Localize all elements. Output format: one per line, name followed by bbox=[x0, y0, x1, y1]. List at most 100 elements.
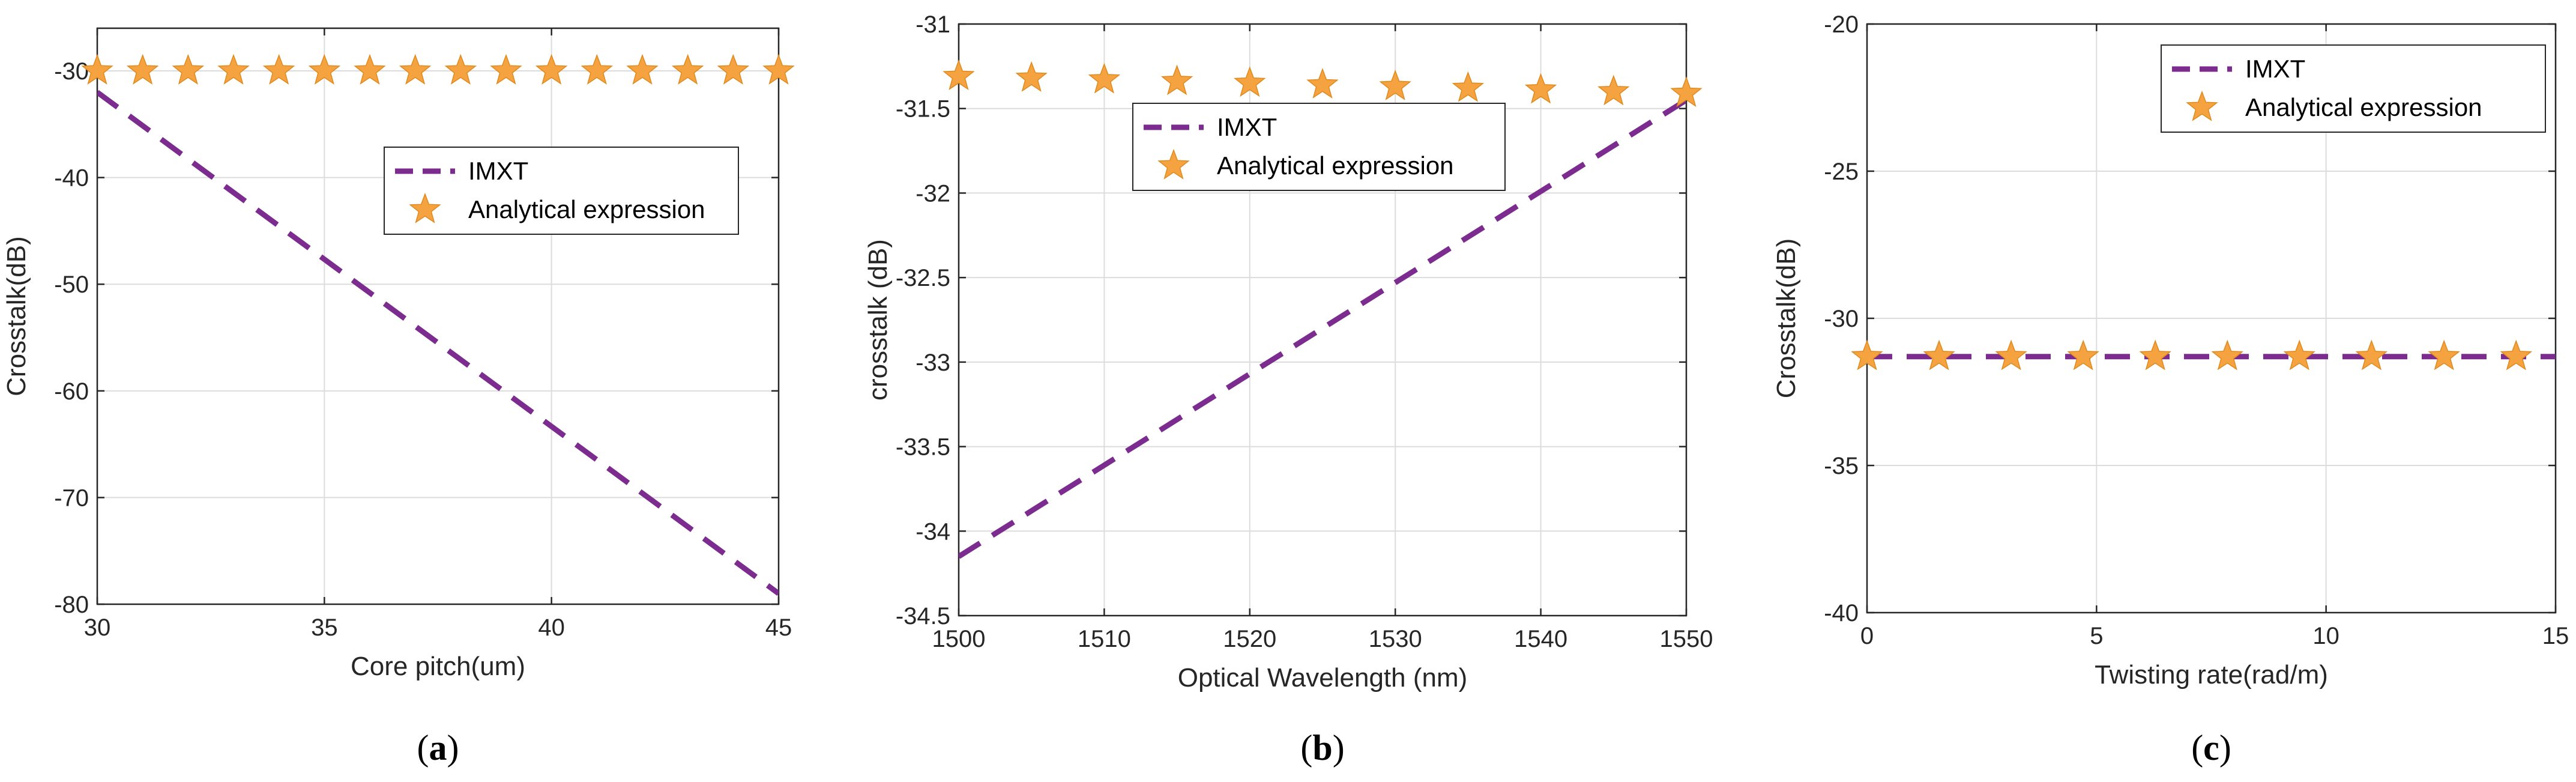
y-axis-label: crosstalk (dB) bbox=[863, 239, 893, 401]
legend-box bbox=[1132, 103, 1506, 191]
legend: IMXT Analytical expression bbox=[1132, 103, 1506, 191]
analytical-star-point bbox=[581, 53, 614, 85]
panel-label: (c) bbox=[2191, 728, 2231, 768]
legend-imxt-label: IMXT bbox=[468, 157, 528, 185]
analytical-star-point bbox=[717, 53, 750, 85]
x-tick-label: 1510 bbox=[1078, 626, 1131, 652]
y-tick-label: -40 bbox=[54, 165, 89, 192]
panel-a: 30 35 40 45 -80 -70 -60 -50 -40 -30 Core pitch(um)… bbox=[2, 27, 795, 768]
legend-analytical-swatch bbox=[409, 192, 441, 223]
y-tick-label: -32.5 bbox=[896, 265, 950, 291]
x-tick-label: 15 bbox=[2542, 623, 2569, 649]
analytical-star-point bbox=[172, 53, 205, 85]
analytical-star-point bbox=[2355, 339, 2388, 371]
axes-frame bbox=[958, 23, 1688, 617]
analytical-star-point bbox=[1851, 339, 1883, 371]
x-tick-label: 1520 bbox=[1223, 626, 1276, 652]
analytical-star-point bbox=[2067, 339, 2099, 371]
x-tick-label: 1550 bbox=[1660, 626, 1713, 652]
analytical-star-point bbox=[1160, 64, 1193, 95]
y-tick-label: -32 bbox=[915, 180, 950, 207]
x-axis-label: Core pitch(um) bbox=[351, 652, 525, 681]
y-tick-label: -31 bbox=[915, 11, 950, 38]
analytical-star-point bbox=[217, 53, 250, 85]
analytical-star-point bbox=[671, 53, 704, 85]
analytical-star-point bbox=[626, 53, 659, 85]
analytical-star-point bbox=[2139, 339, 2171, 371]
y-tick-label: -30 bbox=[54, 58, 89, 85]
analytical-star-point bbox=[354, 53, 386, 85]
y-tick-label: -35 bbox=[1824, 453, 1859, 479]
imxt-series-line bbox=[959, 97, 1686, 559]
y-tick-label: -33.5 bbox=[896, 434, 950, 461]
legend-imxt-label: IMXT bbox=[2245, 55, 2305, 83]
x-tick-label: 30 bbox=[84, 614, 111, 641]
x-tick-label: 45 bbox=[765, 614, 792, 641]
analytical-star-point bbox=[1524, 73, 1557, 104]
y-tick-label: -40 bbox=[1824, 600, 1859, 626]
analytical-star-point bbox=[308, 53, 341, 85]
y-tick-label: -20 bbox=[1824, 11, 1859, 38]
plot-area bbox=[97, 28, 779, 604]
x-axis-label: Optical Wavelength (nm) bbox=[1178, 663, 1468, 693]
y-tick-label: -25 bbox=[1824, 159, 1859, 185]
analytical-star-point bbox=[490, 53, 522, 85]
legend-box bbox=[2161, 44, 2546, 133]
analytical-star-point bbox=[762, 53, 795, 85]
analytical-star-point bbox=[2500, 339, 2533, 371]
analytical-star-point bbox=[126, 53, 159, 85]
x-tick-label: 10 bbox=[2312, 623, 2339, 649]
y-tick-label: -80 bbox=[54, 592, 89, 618]
legend-imxt-label: IMXT bbox=[1217, 113, 1277, 141]
axes-frame bbox=[96, 27, 780, 605]
y-tick-label: -50 bbox=[54, 271, 89, 298]
x-tick-label: 1540 bbox=[1514, 626, 1567, 652]
y-axis-label: Crosstalk(dB) bbox=[1772, 238, 1801, 399]
x-tick-label: 1500 bbox=[932, 626, 986, 652]
panel-label: (b) bbox=[1300, 728, 1344, 768]
analytical-star-point bbox=[1995, 339, 2027, 371]
analytical-star-point bbox=[2428, 339, 2460, 371]
legend-analytical-swatch bbox=[2186, 90, 2218, 121]
x-tick-label: 1530 bbox=[1369, 626, 1422, 652]
legend-analytical-label: Analytical expression bbox=[468, 195, 705, 223]
analytical-star-point bbox=[262, 53, 295, 85]
legend-box bbox=[384, 147, 739, 235]
analytical-star-point bbox=[2283, 339, 2316, 371]
analytical-star-point bbox=[444, 53, 477, 85]
legend: IMXT Analytical expression bbox=[384, 147, 739, 235]
analytical-star-point bbox=[1379, 69, 1411, 100]
legend-analytical-label: Analytical expression bbox=[2245, 93, 2482, 121]
x-tick-label: 40 bbox=[538, 614, 565, 641]
x-tick-label: 5 bbox=[2090, 623, 2103, 649]
y-tick-label: -31.5 bbox=[896, 96, 950, 123]
panel-c: 0 5 10 15 -40 -35 -30 -25 -20 Twisting rate(rad/m… bbox=[1772, 11, 2569, 768]
analytical-star-point bbox=[1015, 61, 1048, 92]
y-axis-label: Crosstalk(dB) bbox=[2, 236, 31, 396]
legend-analytical-swatch bbox=[1157, 148, 1190, 180]
analytical-star-point bbox=[2211, 339, 2244, 371]
panel-b: 1500 1510 1520 1530 1540 1550 -34.5 -34 -33.5 -33… bbox=[863, 11, 1713, 768]
imxt-series-line bbox=[97, 89, 779, 596]
analytical-star-point bbox=[399, 53, 432, 85]
x-axis-label: Twisting rate(rad/m) bbox=[2095, 660, 2328, 690]
analytical-star-point bbox=[1923, 339, 1955, 371]
analytical-star-point bbox=[1234, 66, 1266, 97]
panel-label: (a) bbox=[417, 728, 459, 768]
analytical-star-point bbox=[535, 53, 568, 85]
analytical-star-point bbox=[1452, 71, 1485, 102]
y-tick-label: -34.5 bbox=[896, 603, 950, 629]
analytical-star-point bbox=[943, 59, 975, 91]
x-tick-label: 0 bbox=[1860, 623, 1874, 649]
y-tick-label: -60 bbox=[54, 378, 89, 405]
analytical-star-point bbox=[1670, 76, 1703, 108]
y-tick-label: -70 bbox=[54, 485, 89, 511]
y-tick-label: -30 bbox=[1824, 306, 1859, 332]
analytical-star-point bbox=[1306, 68, 1339, 99]
analytical-star-point bbox=[81, 53, 113, 85]
y-tick-label: -33 bbox=[915, 350, 950, 376]
legend: IMXT Analytical expression bbox=[2161, 44, 2546, 133]
legend-analytical-label: Analytical expression bbox=[1217, 151, 1454, 180]
x-tick-label: 35 bbox=[311, 614, 338, 641]
